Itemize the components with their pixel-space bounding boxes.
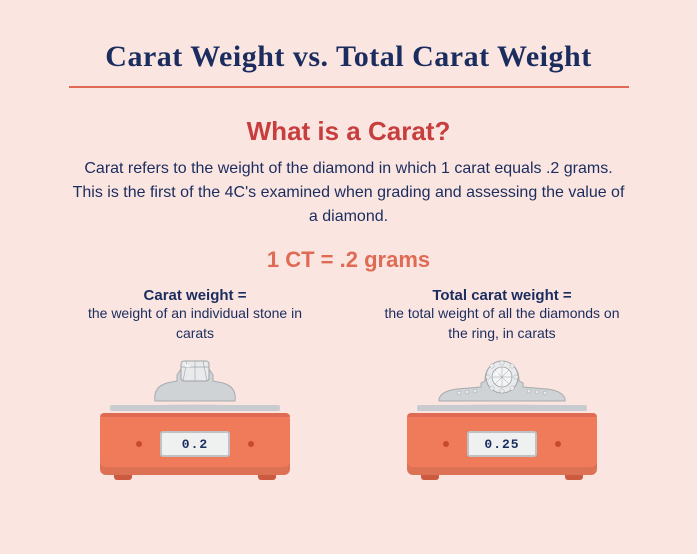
subtitle: What is a Carat? [50, 116, 647, 147]
col-subtext: the total weight of all the diamonds on … [377, 304, 627, 343]
col-heading: Carat weight = [70, 287, 320, 304]
scale-display: 0.2 [160, 431, 230, 457]
comparison-columns: Carat weight = the weight of an individu… [50, 287, 647, 503]
scale-platform [417, 405, 587, 411]
ring-on-scale-illustration: 0.2 [70, 353, 320, 503]
column-carat-weight: Carat weight = the weight of an individu… [70, 287, 320, 503]
description-text: Carat refers to the weight of the diamon… [69, 157, 629, 229]
solitaire-ring-icon [135, 353, 255, 411]
col-heading: Total carat weight = [377, 287, 627, 304]
col-subtext: the weight of an individual stone in car… [70, 304, 320, 343]
scale-platform [110, 405, 280, 411]
formula-text: 1 CT = .2 grams [50, 247, 647, 273]
main-title: Carat Weight vs. Total Carat Weight [50, 40, 647, 74]
ring-on-scale-illustration: 0.25 [377, 353, 627, 503]
scale-display: 0.25 [467, 431, 537, 457]
halo-ring-icon [427, 353, 577, 411]
scale-icon: 0.25 [407, 405, 597, 480]
scale-icon: 0.2 [100, 405, 290, 480]
column-total-carat-weight: Total carat weight = the total weight of… [377, 287, 627, 503]
divider [69, 86, 629, 88]
